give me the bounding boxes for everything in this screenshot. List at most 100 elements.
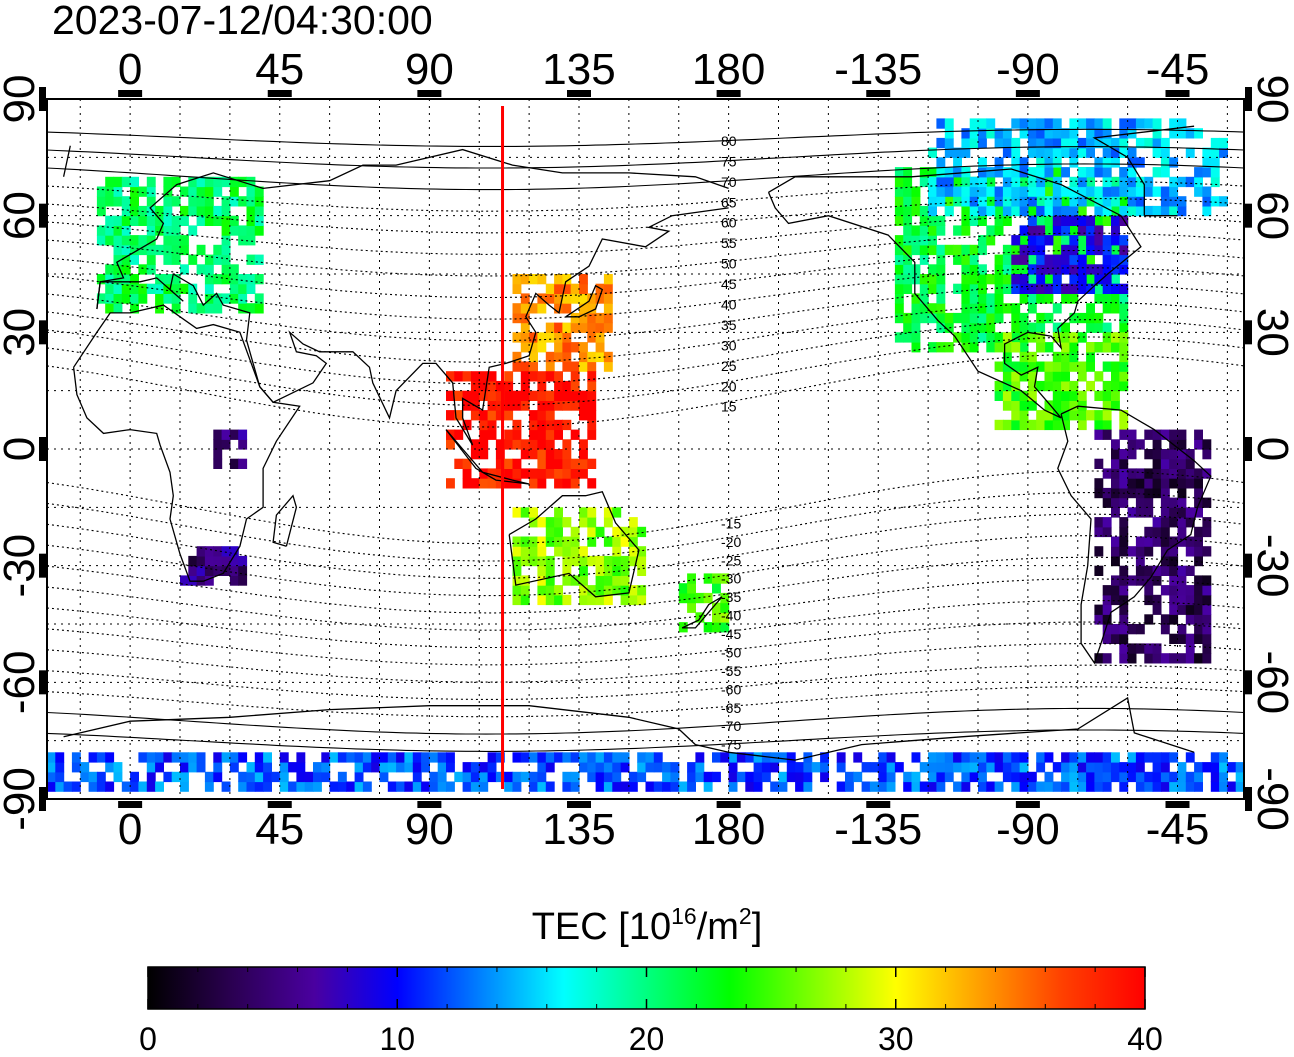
tec-cell <box>753 781 763 792</box>
unit-mid: /m <box>696 906 739 948</box>
tec-cell <box>520 575 530 586</box>
tec-cell <box>587 361 597 372</box>
tec-cell <box>188 283 198 294</box>
tec-cell <box>911 205 921 217</box>
tec-cell <box>919 254 929 265</box>
tec-cell <box>1094 429 1104 440</box>
tec-cell <box>254 752 264 763</box>
tec-cell <box>1094 264 1104 275</box>
tec-cell <box>1086 215 1095 226</box>
tec-cell <box>146 244 156 256</box>
tec-cell <box>537 274 547 285</box>
tec-cell <box>562 594 572 606</box>
tec-cell <box>969 762 979 773</box>
tec-cell <box>1086 128 1095 139</box>
tec-cell <box>978 128 987 139</box>
tec-cell <box>1036 312 1046 324</box>
colorbar-tick-label: 0 <box>139 1021 157 1057</box>
tec-cell <box>146 264 156 275</box>
tec-cell <box>321 752 331 763</box>
tec-cell <box>1177 478 1187 489</box>
tec-cell <box>1002 215 1012 226</box>
tec-cell <box>213 771 223 783</box>
coastline <box>63 696 1195 761</box>
tec-cell <box>1119 128 1129 139</box>
tec-cell <box>595 762 605 773</box>
tec-cell <box>928 215 937 226</box>
tec-cell <box>1069 781 1079 792</box>
tec-cell <box>1019 293 1029 304</box>
tec-cell <box>421 781 430 792</box>
tec-cell <box>1111 196 1120 207</box>
tec-cell <box>1011 264 1021 275</box>
tec-cell <box>545 293 555 304</box>
tec-cell <box>229 225 239 236</box>
tec-cell <box>770 762 780 773</box>
tec-cell <box>928 752 937 763</box>
tec-cell <box>1119 526 1129 538</box>
tec-cell <box>537 419 547 431</box>
tec-cell <box>919 244 929 256</box>
tec-cell <box>994 312 1004 324</box>
tec-cell <box>1052 167 1062 178</box>
tec-cell <box>720 573 730 584</box>
tec-cell <box>1119 303 1129 314</box>
tec-cell <box>1086 752 1095 763</box>
tec-cell <box>878 762 888 773</box>
tec-cell <box>1135 771 1145 783</box>
tec-cell <box>645 752 655 763</box>
tec-cell <box>1069 235 1079 246</box>
tec-cell <box>479 371 489 382</box>
tec-cell <box>587 303 597 314</box>
tec-cell <box>1177 565 1187 576</box>
tec-cell <box>978 312 987 324</box>
tec-cell <box>1019 781 1029 792</box>
tec-cell <box>512 585 522 596</box>
tec-cell <box>579 468 588 479</box>
tec-cell <box>579 390 588 401</box>
tec-cell <box>620 575 630 586</box>
tec-cell <box>562 468 572 479</box>
tec-cell <box>1077 762 1087 773</box>
tec-cell <box>579 293 588 304</box>
tec-cell <box>121 196 131 207</box>
tec-cell <box>587 390 597 401</box>
tec-cell <box>512 565 522 576</box>
tec-cell <box>845 781 854 792</box>
tec-cell <box>1069 390 1079 401</box>
mlat-contour <box>47 492 1244 562</box>
tec-cell <box>1111 205 1120 217</box>
tec-cell <box>944 137 954 149</box>
tec-cell <box>1044 771 1054 783</box>
tec-cell <box>520 449 530 460</box>
tec-cell <box>1227 762 1237 773</box>
tec-cell <box>1102 157 1112 168</box>
tec-cell <box>570 361 580 372</box>
tec-cell <box>1111 186 1120 197</box>
tec-cell <box>903 225 913 236</box>
tec-cell <box>354 762 364 773</box>
tec-cell <box>953 752 962 763</box>
tec-cell <box>1019 264 1029 275</box>
tec-cell <box>637 752 647 763</box>
tec-cell <box>188 225 198 236</box>
tec-cell <box>986 274 996 285</box>
tec-cell <box>1144 478 1154 489</box>
tec-cell <box>138 781 148 792</box>
tec-cell <box>213 565 223 576</box>
tec-cell <box>254 303 264 314</box>
tec-cell <box>928 312 937 324</box>
tec-cell <box>421 762 430 773</box>
tec-cell <box>936 781 946 792</box>
tec-cell <box>520 332 530 343</box>
tec-cell <box>1061 225 1070 236</box>
bottom-longitude-label: 90 <box>405 805 454 854</box>
tec-cell <box>603 293 613 304</box>
tec-cell <box>1160 157 1170 168</box>
tec-cell <box>512 555 522 567</box>
tec-cell <box>936 186 946 197</box>
tec-cell <box>1210 752 1220 763</box>
tec-cell <box>878 781 888 792</box>
tec-cell <box>936 762 946 773</box>
tec-cell <box>1111 468 1120 479</box>
